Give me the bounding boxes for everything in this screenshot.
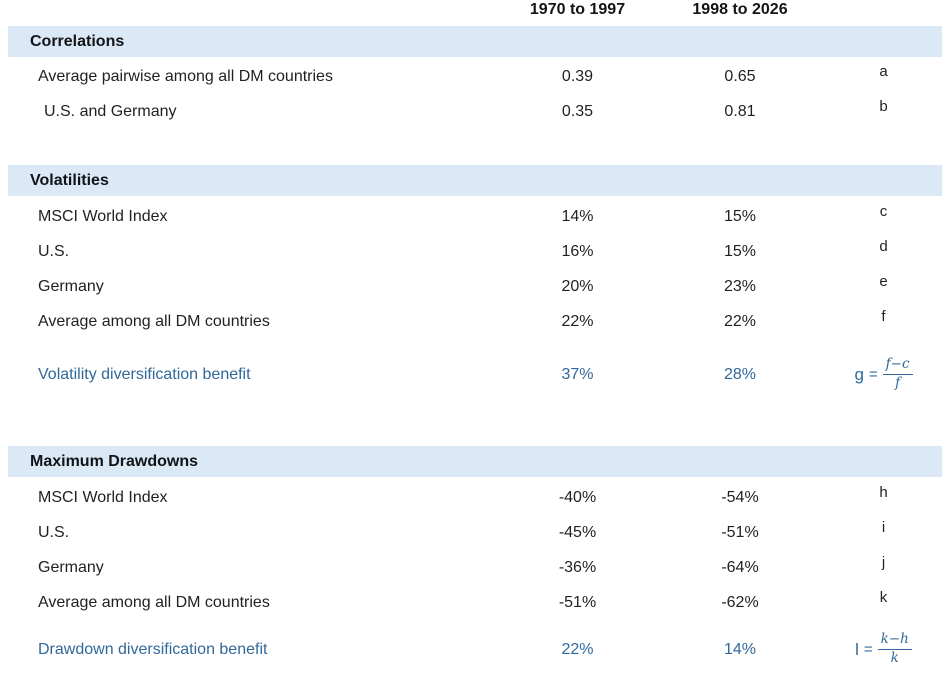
value-1998-2026: -54% — [721, 488, 759, 506]
value-1970-1997: 22% — [561, 312, 594, 330]
row-label: Germany — [38, 277, 104, 295]
value-1970-1997: -40% — [558, 488, 597, 506]
row-label: Average among all DM countries — [38, 312, 270, 330]
volatility-benefit-row: Volatility diversification benefit 37% 2… — [8, 357, 942, 392]
value-1998-2026: 15% — [723, 207, 757, 225]
value-1970-1997: 14% — [561, 207, 594, 225]
value-1998-2026: 0.65 — [724, 67, 756, 85]
row-label: U.S. — [38, 242, 70, 260]
row-label: U.S. — [38, 523, 70, 541]
fraction-denominator: f — [895, 375, 901, 391]
value-1970-1997: -45% — [558, 523, 597, 541]
row-label: Volatility diversification benefit — [38, 365, 251, 383]
table-row: U.S. and Germany 0.35 0.81 b — [8, 94, 942, 129]
value-1970-1997: 0.35 — [561, 102, 594, 120]
row-note: h — [879, 484, 888, 501]
section-header-maximum-drawdowns: Maximum Drawdowns — [8, 446, 942, 477]
table-row: Germany -36% -64% j — [8, 550, 942, 585]
row-note: i — [881, 519, 886, 536]
column-header-1998-2026: 1998 to 2026 — [692, 1, 788, 18]
section-header-volatilities: Volatilities — [8, 165, 942, 196]
row-label: Drawdown diversification benefit — [38, 640, 268, 658]
value-1998-2026: 0.81 — [724, 102, 756, 120]
row-note: c — [879, 203, 888, 220]
fraction: f−c f — [882, 357, 913, 391]
table-row: U.S. 16% 15% d — [8, 234, 942, 269]
row-note: e — [879, 273, 888, 290]
value-1998-2026: -62% — [721, 593, 759, 611]
row-label: Germany — [38, 558, 104, 576]
section-title: Volatilities — [30, 171, 109, 189]
value-1998-2026: 15% — [723, 242, 757, 260]
equals-sign: = — [863, 641, 873, 658]
column-header-row: 1970 to 1997 1998 to 2026 — [8, 0, 942, 20]
formula-lhs: l — [855, 639, 859, 659]
drawdown-benefit-formula: l = k−h k — [825, 632, 942, 666]
table-row: Average among all DM countries -51% -62%… — [8, 585, 942, 620]
value-1970-1997: 16% — [561, 242, 594, 260]
drawdown-benefit-row: Drawdown diversification benefit 22% 14%… — [8, 632, 942, 667]
row-note: b — [879, 98, 888, 115]
row-note: a — [879, 63, 888, 80]
row-label: Average among all DM countries — [38, 593, 270, 611]
table-row: Average pairwise among all DM countries … — [8, 59, 942, 94]
value-1998-2026: 14% — [723, 640, 757, 658]
table-row: MSCI World Index 14% 15% c — [8, 199, 942, 234]
value-1970-1997: 37% — [561, 365, 594, 383]
column-header-1970-1997: 1970 to 1997 — [529, 1, 626, 18]
table-row: MSCI World Index -40% -54% h — [8, 480, 942, 515]
fraction-denominator: k — [890, 650, 899, 666]
value-1970-1997: -51% — [558, 593, 597, 611]
value-1998-2026: 28% — [723, 365, 757, 383]
table-row: U.S. -45% -51% i — [8, 515, 942, 550]
value-1970-1997: 22% — [561, 640, 594, 658]
value-1970-1997: 0.39 — [561, 67, 594, 85]
volatility-benefit-formula: g = f−c f — [825, 357, 942, 391]
section-title: Maximum Drawdowns — [30, 452, 199, 470]
value-1970-1997: 20% — [561, 277, 594, 295]
value-1998-2026: 22% — [723, 312, 757, 330]
value-1998-2026: 23% — [723, 277, 757, 295]
formula-lhs: g — [854, 364, 864, 384]
row-note: f — [881, 308, 886, 325]
table-row: Average among all DM countries 22% 22% f — [8, 304, 942, 339]
value-1998-2026: -64% — [721, 558, 759, 576]
value-1970-1997: -36% — [558, 558, 597, 576]
equals-sign: = — [868, 366, 878, 383]
fraction-numerator: f−c — [882, 357, 913, 375]
value-1998-2026: -51% — [721, 523, 759, 541]
row-note: d — [879, 238, 888, 255]
row-label: MSCI World Index — [38, 207, 168, 225]
row-label: Average pairwise among all DM countries — [38, 67, 333, 85]
row-note: k — [879, 589, 888, 606]
fraction: k−h k — [877, 632, 912, 666]
section-title: Correlations — [30, 32, 125, 50]
section-header-correlations: Correlations — [8, 26, 942, 57]
fraction-numerator: k−h — [877, 632, 912, 650]
row-label: U.S. and Germany — [44, 102, 177, 120]
row-note: j — [881, 554, 886, 571]
statistics-table: 1970 to 1997 1998 to 2026 Correlations A… — [8, 0, 942, 667]
table-row: Germany 20% 23% e — [8, 269, 942, 304]
row-label: MSCI World Index — [38, 488, 168, 506]
